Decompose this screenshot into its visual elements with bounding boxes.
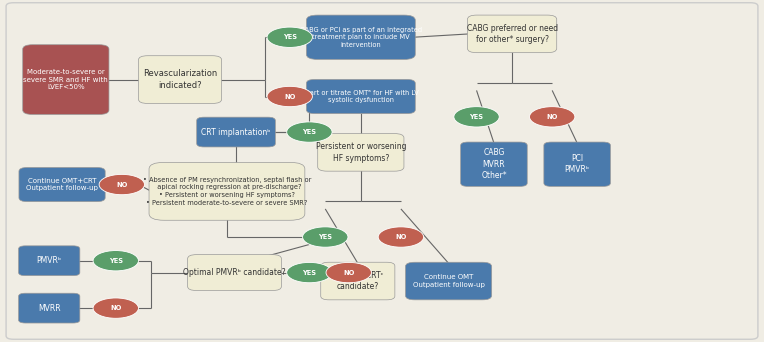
Text: Optimal PMVRᵇ candidate?: Optimal PMVRᵇ candidate? [183,268,286,277]
FancyBboxPatch shape [318,134,404,171]
Text: Start or titrate OMTᵃ for HF with LV
systolic dysfunction: Start or titrate OMTᵃ for HF with LV sys… [303,90,419,103]
FancyBboxPatch shape [306,79,416,114]
Text: CABG or PCI as part of an integrated
treatment plan to include MV
intervention: CABG or PCI as part of an integrated tre… [299,27,422,48]
FancyBboxPatch shape [544,142,610,186]
FancyBboxPatch shape [18,246,79,276]
Text: NO: NO [116,182,128,187]
Text: Continue OMT
Outpatient follow-up: Continue OMT Outpatient follow-up [413,274,484,288]
Text: Moderate-to-severe or
severe SMR and HF with
LVEF<50%: Moderate-to-severe or severe SMR and HF … [24,69,108,90]
Circle shape [267,27,312,48]
FancyBboxPatch shape [406,262,492,300]
Circle shape [286,122,332,142]
FancyBboxPatch shape [468,15,557,53]
Text: CABG
MVRR
Other*: CABG MVRR Other* [481,148,507,180]
FancyBboxPatch shape [18,293,79,323]
FancyBboxPatch shape [138,56,222,103]
Text: YES: YES [303,129,316,135]
Text: NO: NO [110,305,121,311]
Circle shape [378,227,423,247]
Circle shape [93,298,138,318]
Text: NO: NO [395,234,406,240]
Text: YES: YES [319,234,332,240]
FancyBboxPatch shape [461,142,527,186]
FancyBboxPatch shape [321,262,395,300]
Text: Persistent or worsening
HF symptoms?: Persistent or worsening HF symptoms? [316,142,406,162]
Text: PCI
PMVRᵇ: PCI PMVRᵇ [565,154,590,174]
Text: NO: NO [343,269,354,276]
Text: YES: YES [283,34,296,40]
Text: CRT implantationᵇ: CRT implantationᵇ [201,128,270,136]
Text: Revascularization
indicated?: Revascularization indicated? [143,69,217,90]
Circle shape [454,107,499,127]
Text: YES: YES [108,258,123,264]
Text: NO: NO [284,93,296,100]
Circle shape [303,227,348,247]
Text: • Absence of PM resynchronization, septal flash or
  apical rocking regression a: • Absence of PM resynchronization, septa… [143,177,311,206]
Text: NO: NO [546,114,558,120]
Text: CABG preferred or need
for other* surgery?: CABG preferred or need for other* surger… [467,24,558,44]
Circle shape [529,107,575,127]
FancyBboxPatch shape [149,162,305,220]
Circle shape [99,174,144,195]
Text: Optimal CRTᶜ
candidate?: Optimal CRTᶜ candidate? [332,271,383,291]
Text: YES: YES [470,114,484,120]
FancyBboxPatch shape [19,168,105,202]
Circle shape [267,87,312,107]
FancyBboxPatch shape [306,15,416,60]
Circle shape [93,251,138,271]
Circle shape [326,262,371,283]
Text: YES: YES [303,269,316,276]
FancyBboxPatch shape [23,45,109,115]
Text: MVRR: MVRR [38,304,60,313]
Text: PMVRᵇ: PMVRᵇ [37,256,62,265]
Text: Continue OMT+CRT
Outpatient follow-up: Continue OMT+CRT Outpatient follow-up [26,177,98,192]
Circle shape [286,262,332,283]
FancyBboxPatch shape [196,117,275,147]
FancyBboxPatch shape [188,255,281,290]
